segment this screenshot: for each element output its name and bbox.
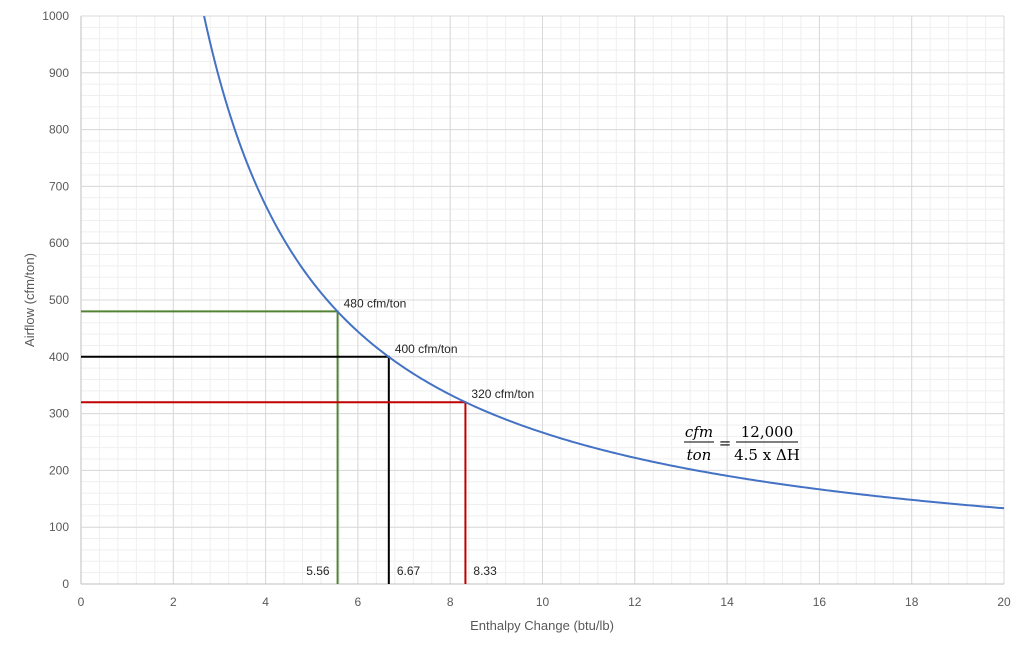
x-axis-label: Enthalpy Change (btu/lb) (470, 618, 614, 633)
tick-labels: 0 2 4 6 8 10 12 14 16 18 2001002003004005006007008… (42, 9, 1011, 609)
y-tick-label: 200 (49, 463, 69, 477)
reference-x-label: 5.56 (306, 564, 330, 578)
reference-point-label: 480 cfm/ton (344, 296, 407, 310)
y-tick-label: 300 (49, 407, 69, 421)
y-tick-label: 100 (49, 520, 69, 534)
x-tick-label: 20 (997, 595, 1011, 609)
reference-labels: 5.56 480 cfm/ton 6.67 400 cfm/ton 8.33 320 cf… (306, 296, 534, 578)
x-tick-label: 10 (536, 595, 550, 609)
y-tick-label: 1000 (42, 9, 69, 23)
y-tick-label: 600 (49, 236, 69, 250)
reference-point-label: 320 cfm/ton (471, 387, 534, 401)
x-tick-label: 18 (905, 595, 919, 609)
reference-point-label: 400 cfm/ton (395, 342, 458, 356)
reference-x-label: 8.33 (473, 564, 497, 578)
y-tick-label: 900 (49, 66, 69, 80)
formula-equals: = (719, 434, 732, 452)
x-tick-label: 2 (170, 595, 177, 609)
x-tick-label: 8 (447, 595, 454, 609)
formula-annotation: cfm ton = 12,000 4.5 x ΔH (684, 423, 800, 464)
x-tick-label: 4 (262, 595, 269, 609)
airflow-curve (203, 15, 1005, 510)
x-tick-label: 0 (78, 595, 85, 609)
x-tick-label: 14 (720, 595, 734, 609)
y-tick-label: 0 (62, 577, 69, 591)
reference-x-label: 6.67 (397, 564, 421, 578)
y-tick-label: 400 (49, 350, 69, 364)
x-tick-label: 12 (628, 595, 642, 609)
x-tick-label: 16 (813, 595, 827, 609)
gridlines (80, 15, 1005, 585)
y-tick-label: 800 (49, 123, 69, 137)
formula-denominator-left: ton (687, 446, 712, 464)
formula-numerator-right: 12,000 (741, 423, 794, 441)
y-axis-label: Airflow (cfm/ton) (22, 253, 37, 347)
y-tick-label: 700 (49, 179, 69, 193)
formula-numerator-left: cfm (685, 423, 713, 441)
x-tick-label: 6 (355, 595, 362, 609)
y-tick-label: 500 (49, 293, 69, 307)
formula-denominator-right: 4.5 x ΔH (734, 446, 800, 464)
